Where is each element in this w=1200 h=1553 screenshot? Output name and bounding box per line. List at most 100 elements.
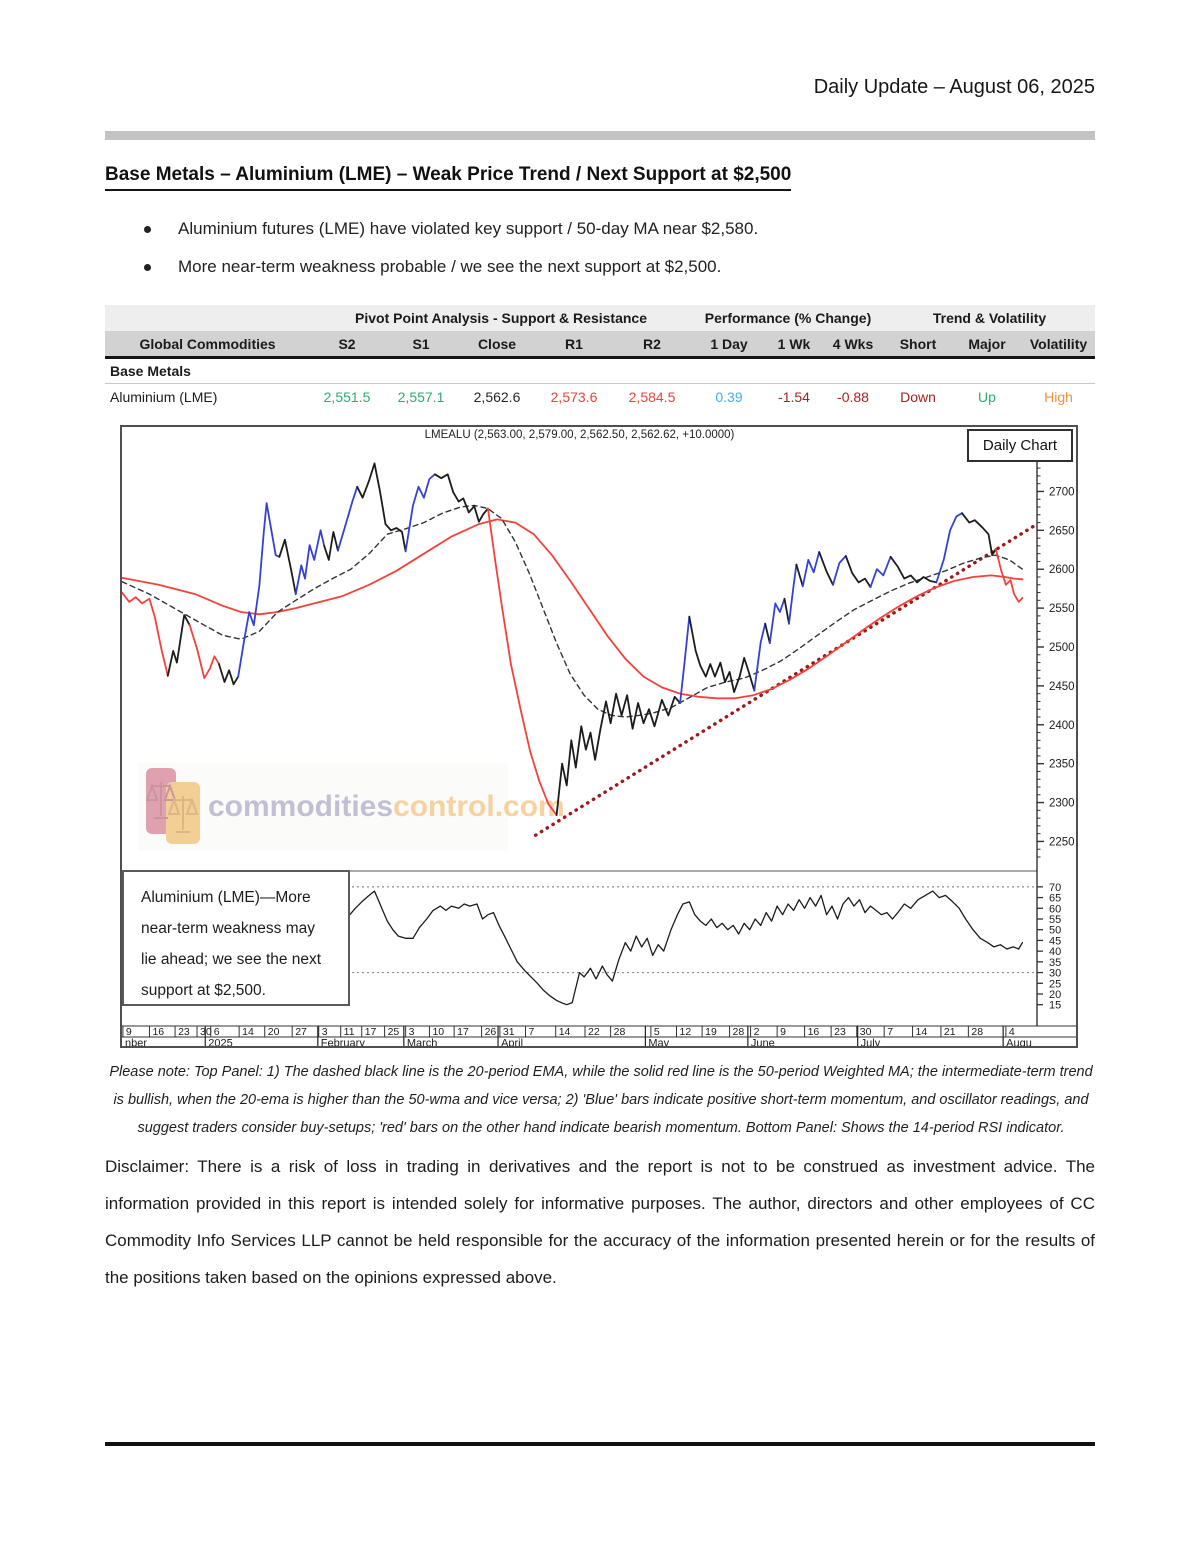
x-month-label-5: May xyxy=(648,1038,669,1047)
price-segment-7 xyxy=(323,531,339,561)
price-segment-2 xyxy=(188,624,220,680)
wma50-line xyxy=(122,518,1024,700)
row-value-4-wks: -0.88 xyxy=(837,389,869,405)
x-day-tick-18: 14 xyxy=(559,1026,571,1038)
chart-instrument-title: LMEALU (2,563.00, 2,579.00, 2,562.50, 2,… xyxy=(424,429,735,441)
price-segment-4 xyxy=(237,502,281,678)
price-segment-21 xyxy=(795,563,804,588)
footer-divider-bar xyxy=(105,1442,1095,1446)
rsi-tick-label-35: 35 xyxy=(1049,957,1061,969)
pivot-point-table: Pivot Point Analysis - Support & Resista… xyxy=(105,305,1095,410)
x-day-tick-27: 16 xyxy=(808,1026,820,1038)
chart-inner: commoditiescontrol.com 2700 2650 2600 2550 2… xyxy=(122,427,1076,1046)
price-segment-0 xyxy=(122,591,169,677)
rsi-tick-label-45: 45 xyxy=(1049,935,1061,947)
x-day-tick-24: 28 xyxy=(733,1026,745,1038)
row-value-volatility: High xyxy=(1044,389,1073,405)
annotation-line-3: lie ahead; we see the next xyxy=(141,951,322,968)
rsi-tick-label-65: 65 xyxy=(1049,893,1061,905)
watermark-text: commoditiescontrol.com xyxy=(208,790,565,823)
rsi-tick-label-25: 25 xyxy=(1049,978,1061,990)
x-day-tick-29: 30 xyxy=(860,1026,872,1038)
x-day-tick-34: 4 xyxy=(1009,1026,1015,1038)
rsi-tick-label-40: 40 xyxy=(1049,946,1061,958)
price-tick-label-2300: 2300 xyxy=(1049,798,1075,810)
row-value-short: Down xyxy=(900,389,936,405)
x-day-tick-31: 14 xyxy=(916,1026,928,1038)
row-value-s1: 2,557.1 xyxy=(397,389,445,405)
x-day-tick-10: 17 xyxy=(365,1026,377,1038)
group-header-trend: Trend & Volatility xyxy=(932,310,1047,326)
x-day-tick-33: 28 xyxy=(971,1026,983,1038)
daily-chart-tag: Daily Chart xyxy=(967,429,1073,462)
disclaimer-text: Disclaimer: There is a risk of loss in t… xyxy=(105,1157,1095,1287)
price-tick-label-2250: 2250 xyxy=(1049,836,1075,848)
price-tick-label-2550: 2550 xyxy=(1049,603,1075,615)
group-header-pivot: Pivot Point Analysis - Support & Resista… xyxy=(355,310,647,326)
column-header-1-day: 1 Day xyxy=(710,335,748,352)
price-segment-14 xyxy=(679,615,691,704)
price-segment-15 xyxy=(688,615,756,694)
x-day-tick-13: 10 xyxy=(432,1026,444,1038)
x-day-tick-2: 23 xyxy=(178,1026,190,1038)
price-segment-12 xyxy=(487,507,558,816)
column-header-r1: R1 xyxy=(565,335,583,352)
x-day-tick-19: 22 xyxy=(588,1026,600,1038)
x-day-tick-25: 2 xyxy=(754,1026,760,1038)
price-segment-25 xyxy=(844,555,872,589)
column-header-1-wk: 1 Wk xyxy=(777,335,811,352)
row-value-close: 2,562.6 xyxy=(473,389,521,405)
x-day-tick-22: 12 xyxy=(679,1026,691,1038)
row-value-s2: 2,551.5 xyxy=(323,389,371,405)
price-segment-8 xyxy=(336,485,359,552)
x-day-tick-3: 30 xyxy=(200,1026,212,1038)
x-day-tick-8: 3 xyxy=(322,1026,328,1038)
price-segment-24 xyxy=(832,555,847,586)
rsi-tick-label-55: 55 xyxy=(1049,914,1061,926)
price-segment-5 xyxy=(278,538,297,596)
price-tick-label-2700: 2700 xyxy=(1049,486,1075,498)
annotation-line-4: support at $2,500. xyxy=(141,982,266,999)
annotation-line-1: Aluminium (LME)—More xyxy=(141,889,311,906)
column-header-major: Major xyxy=(968,335,1006,352)
x-day-tick-1: 16 xyxy=(152,1026,164,1038)
row-value-r1: 2,573.6 xyxy=(550,389,598,405)
price-segment-26 xyxy=(869,555,892,589)
x-month-label-7: July xyxy=(861,1038,881,1047)
x-day-tick-7: 27 xyxy=(295,1026,307,1038)
x-day-tick-9: 11 xyxy=(344,1026,355,1038)
x-day-tick-5: 14 xyxy=(242,1026,254,1038)
price-segment-1 xyxy=(166,614,191,677)
price-tick-label-2450: 2450 xyxy=(1049,681,1075,693)
price-tick-label-2650: 2650 xyxy=(1049,525,1075,537)
price-tick-label-2400: 2400 xyxy=(1049,720,1075,732)
price-segment-11 xyxy=(433,473,489,523)
row-value-1-day: 0.39 xyxy=(715,389,743,405)
summary-bullet-2: More near-term weakness probable / we se… xyxy=(142,256,1082,278)
price-and-rsi-chart: 2700265026002550250024502400235023002250… xyxy=(122,437,1076,1047)
x-day-tick-16: 31 xyxy=(503,1026,515,1038)
price-tick-label-2600: 2600 xyxy=(1049,564,1075,576)
chart-footnote: Please note: Top Panel: 1) The dashed bl… xyxy=(109,1064,1093,1136)
annotation-line-2: near-term weakness may xyxy=(141,920,316,937)
x-month-label-3: March xyxy=(407,1038,438,1047)
price-segment-22 xyxy=(801,551,821,588)
x-day-tick-11: 25 xyxy=(388,1026,400,1038)
row-value-r2: 2,584.5 xyxy=(628,389,676,405)
rsi-tick-label-70: 70 xyxy=(1049,882,1061,894)
price-segment-23 xyxy=(818,551,834,586)
price-segment-29 xyxy=(961,512,997,557)
column-header-s2: S2 xyxy=(338,335,356,352)
x-day-tick-4: 6 xyxy=(214,1026,220,1038)
x-day-tick-30: 7 xyxy=(887,1026,893,1038)
rsi-tick-label-15: 15 xyxy=(1049,1000,1061,1012)
x-day-tick-12: 3 xyxy=(409,1026,415,1038)
price-segment-13 xyxy=(555,692,681,816)
x-day-tick-15: 26 xyxy=(485,1026,497,1038)
x-day-tick-28: 23 xyxy=(834,1026,846,1038)
price-segment-10 xyxy=(404,473,436,553)
watermark: commoditiescontrol.com xyxy=(138,763,565,851)
price-segment-9 xyxy=(356,462,407,553)
section-row-base-metals: Base Metals xyxy=(110,363,191,379)
